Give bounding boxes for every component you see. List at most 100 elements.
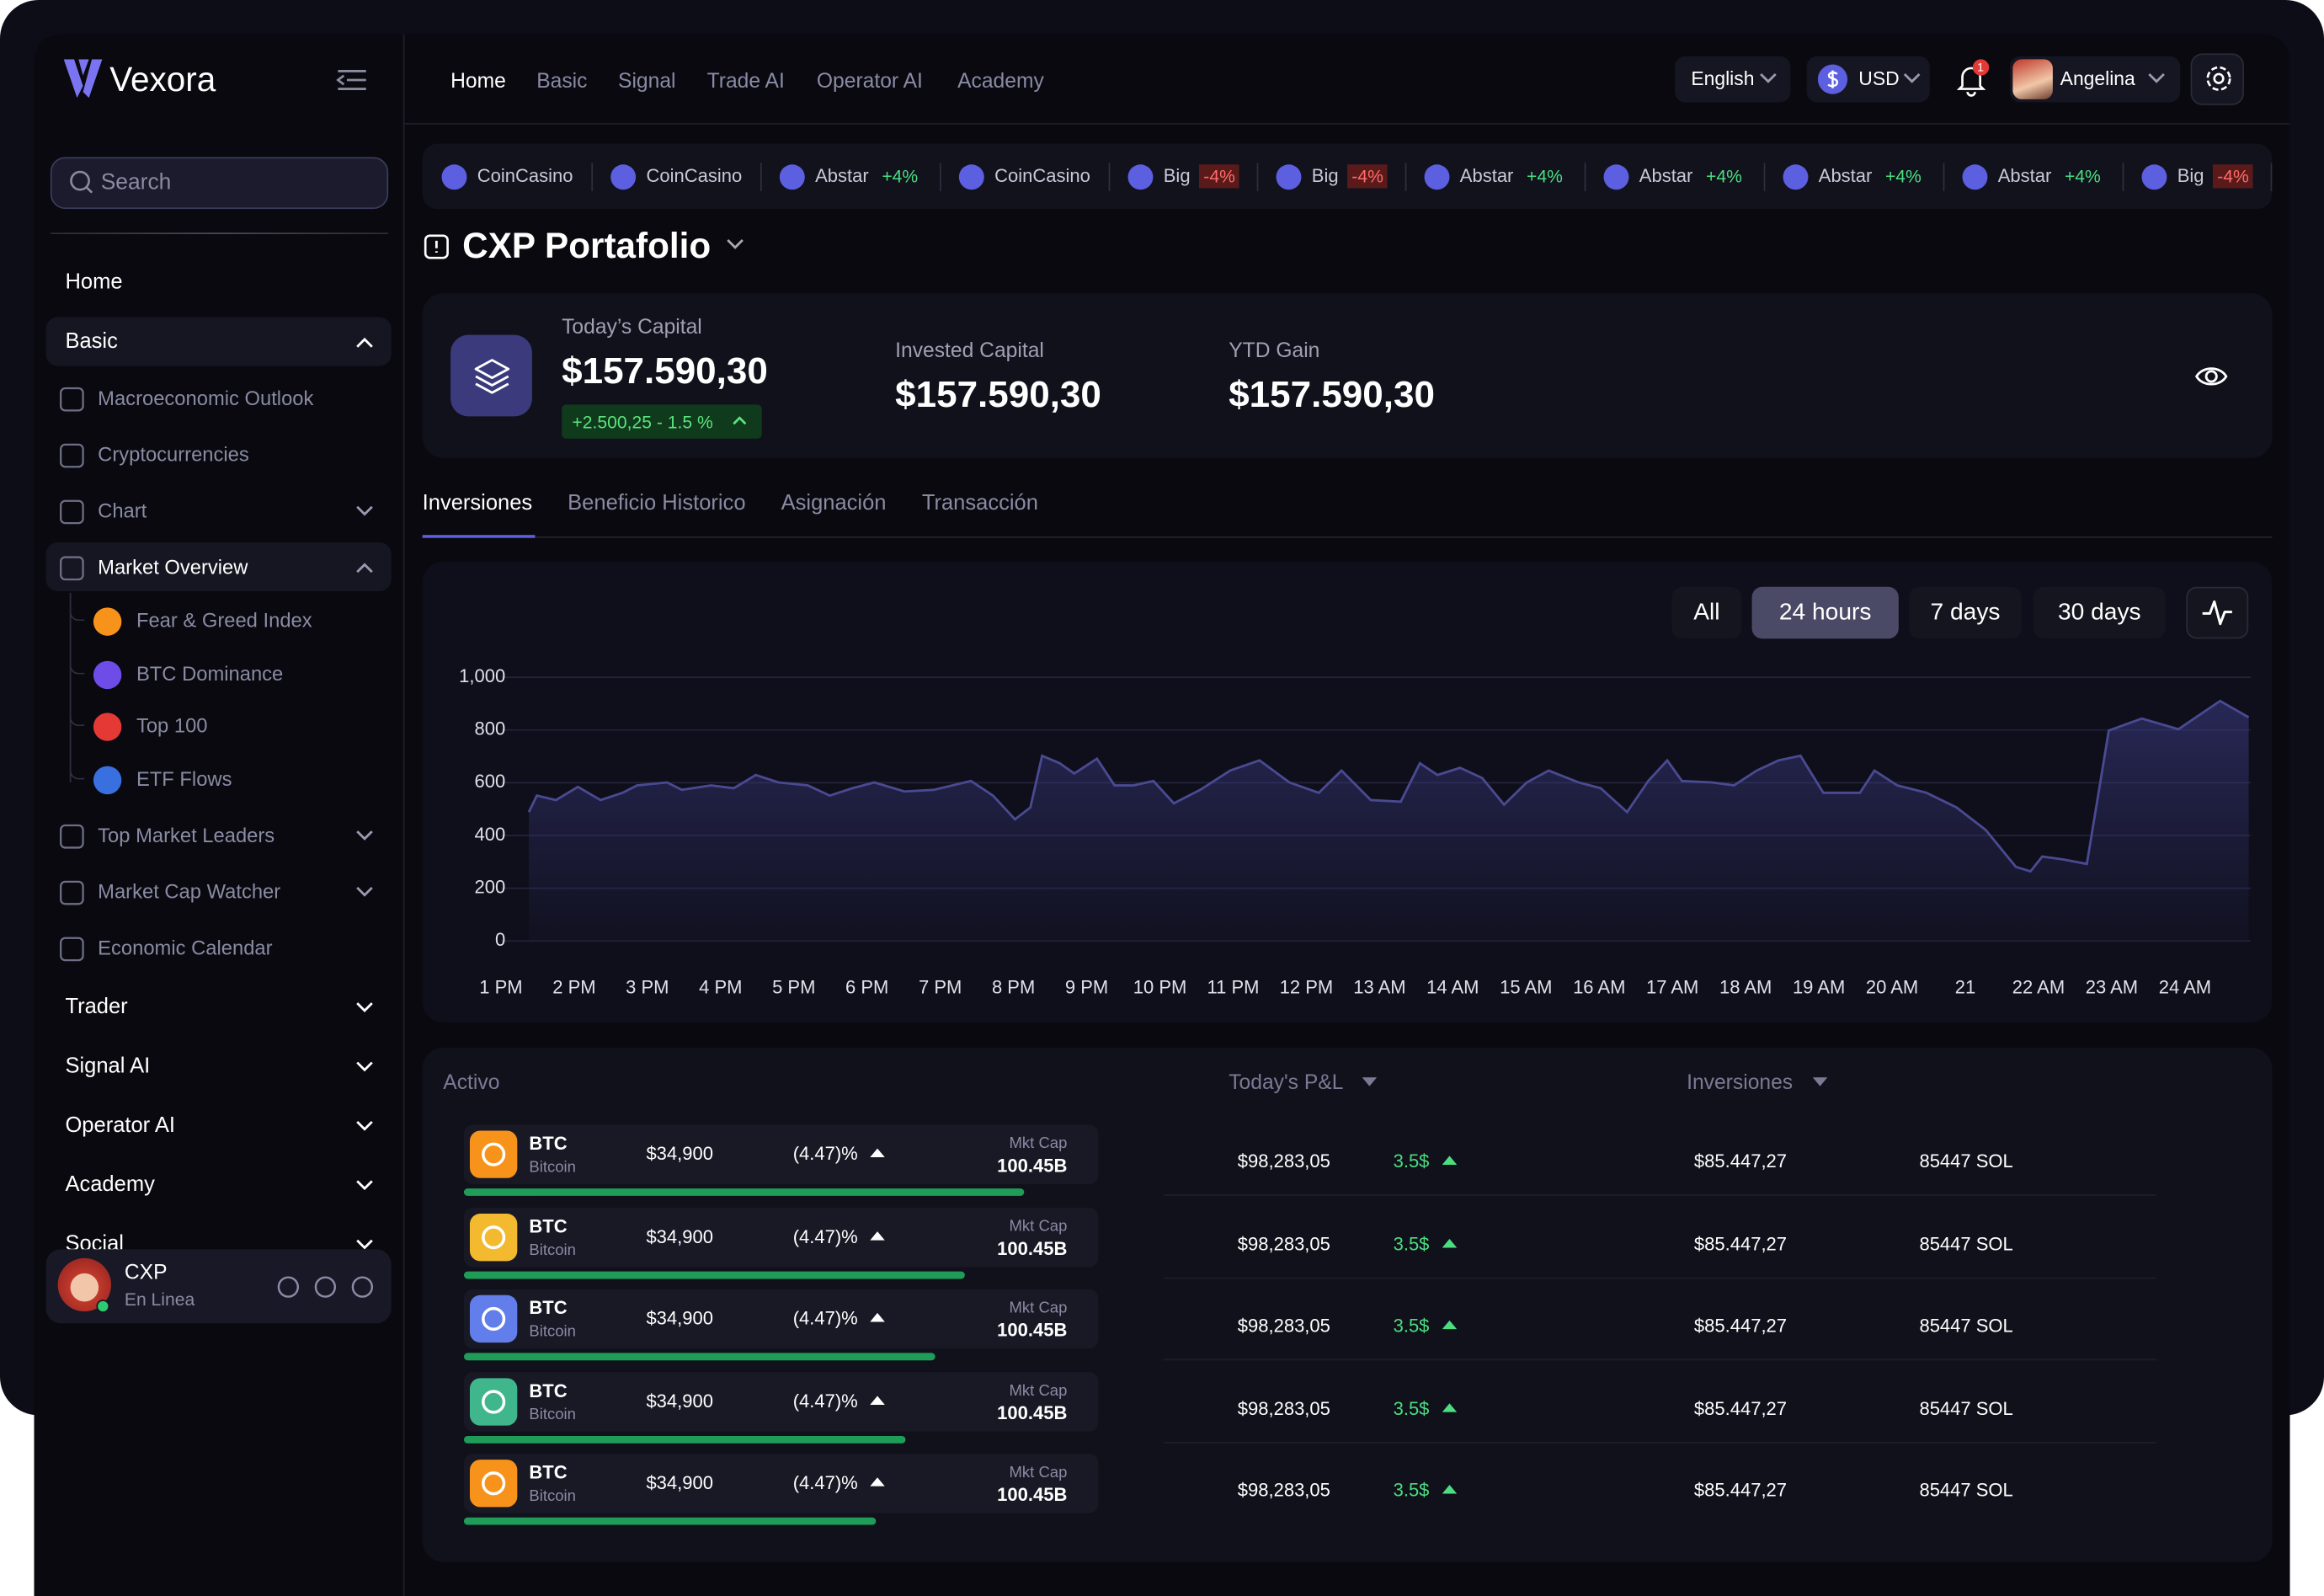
pnl-pct: 3.5$ <box>1394 1317 1430 1336</box>
sidebar-item[interactable]: Cryptocurrencies <box>98 445 249 465</box>
y-tick-label: 800 <box>475 718 506 739</box>
asset-icon-mark <box>482 1225 505 1248</box>
asset-icon-mark <box>482 1143 505 1166</box>
asset-symbol: BTC <box>529 1134 567 1153</box>
asset-symbol: BTC <box>529 1300 567 1318</box>
column-header[interactable]: Inversiones <box>1687 1071 1793 1092</box>
sidebar-item[interactable]: Economic Calendar <box>98 938 272 958</box>
investment: $85.447,27 <box>1694 1481 1787 1500</box>
nav-link[interactable]: Home <box>450 70 506 91</box>
nav-link[interactable]: Academy <box>957 70 1044 91</box>
sidebar-item[interactable]: Fear & Greed Index <box>136 611 312 631</box>
asset-price: $34,900 <box>646 1310 713 1328</box>
chevron[interactable] <box>355 505 373 517</box>
x-tick-label: 16 AM <box>1573 976 1625 997</box>
pnl: $98,283,05 <box>1238 1317 1330 1336</box>
sidebar-item[interactable]: Home <box>65 272 122 294</box>
user-action[interactable] <box>275 1274 301 1300</box>
up-arrow <box>870 1396 885 1405</box>
tab[interactable]: Asignación <box>781 493 887 515</box>
sidebar-icon <box>59 443 84 468</box>
mkt-cap-label: Mkt Cap <box>919 1300 1067 1316</box>
tab[interactable]: Inversiones <box>423 493 533 515</box>
chevron[interactable] <box>1903 72 1921 84</box>
sidebar-item[interactable]: Signal AI <box>65 1056 150 1078</box>
sidebar-icon <box>59 556 84 581</box>
row-divider <box>1164 1277 2156 1278</box>
nav-link[interactable]: Operator AI <box>817 70 923 91</box>
chevron[interactable] <box>355 1061 373 1073</box>
user-action[interactable] <box>312 1274 338 1300</box>
asset-price: $34,900 <box>646 1227 713 1246</box>
y-tick-label: 200 <box>475 876 506 897</box>
y-tick-label: 400 <box>475 824 506 845</box>
column-header[interactable]: Today's P&L <box>1229 1071 1343 1092</box>
chevron[interactable] <box>355 336 373 348</box>
up-arrow <box>1442 1238 1458 1247</box>
coin-icon <box>93 766 121 794</box>
up-arrow <box>1442 1402 1458 1412</box>
chevron[interactable] <box>355 562 373 574</box>
x-tick-label: 24 AM <box>2159 976 2211 997</box>
investment: $85.447,27 <box>1694 1317 1787 1336</box>
y-tick-label: 600 <box>475 771 506 792</box>
sidebar-item[interactable]: ETF Flows <box>136 770 232 790</box>
settings-icon <box>2204 64 2233 93</box>
holdings: 85447 SOL <box>1919 1152 2012 1171</box>
x-tick-label: 11 PM <box>1207 976 1260 997</box>
tab[interactable]: Beneficio Historico <box>568 493 745 515</box>
pnl: $98,283,05 <box>1238 1235 1330 1253</box>
sidebar-item[interactable]: Basic <box>65 332 117 354</box>
chevron[interactable] <box>1759 72 1777 84</box>
asset-name: Bitcoin <box>529 1407 575 1422</box>
chevron[interactable] <box>355 1001 373 1013</box>
coin-icon <box>93 607 121 635</box>
up-arrow <box>870 1313 885 1322</box>
asset-price: $34,900 <box>646 1392 713 1411</box>
holdings: 85447 SOL <box>1919 1235 2012 1253</box>
sidebar-item[interactable]: Top 100 <box>136 716 208 736</box>
chevron[interactable] <box>355 1120 373 1132</box>
holdings: 85447 SOL <box>1919 1481 2012 1500</box>
sidebar-item[interactable]: BTC Dominance <box>136 665 283 685</box>
pnl: $98,283,05 <box>1238 1481 1330 1500</box>
user-action[interactable] <box>349 1274 375 1300</box>
row-divider <box>1164 1358 2156 1360</box>
nav-link[interactable]: Basic <box>536 70 587 91</box>
tab[interactable]: Transacción <box>922 493 1038 515</box>
notification-count: 1 <box>1977 62 1984 74</box>
mkt-cap: 100.45B <box>919 1486 1067 1504</box>
user-name: CXP <box>125 1261 168 1282</box>
sidebar-item[interactable]: Market Overview <box>98 558 248 578</box>
x-tick-label: 6 PM <box>845 976 888 997</box>
x-tick-label: 18 AM <box>1719 976 1772 997</box>
up-arrow <box>1442 1485 1458 1494</box>
nav-link[interactable]: Trade AI <box>707 70 785 91</box>
sidebar-item[interactable]: Academy <box>65 1175 154 1197</box>
sidebar-item[interactable]: Chart <box>98 501 147 521</box>
chevron[interactable] <box>2148 72 2166 84</box>
user-name: Angelina <box>2060 69 2135 88</box>
sidebar-item[interactable]: Top Market Leaders <box>98 825 275 846</box>
x-tick-label: 22 AM <box>2012 976 2065 997</box>
tab-underline <box>423 535 536 538</box>
x-tick-label: 13 AM <box>1353 976 1405 997</box>
chevron[interactable] <box>355 886 373 898</box>
asset-price: $34,900 <box>646 1145 713 1164</box>
sidebar-item[interactable]: Trader <box>65 997 127 1019</box>
sidebar-item[interactable]: Operator AI <box>65 1115 175 1137</box>
mkt-cap-label: Mkt Cap <box>919 1219 1067 1234</box>
mkt-cap: 100.45B <box>919 1404 1067 1423</box>
sidebar-item[interactable]: Macroeconomic Outlook <box>98 388 313 408</box>
sort-caret <box>1362 1077 1378 1086</box>
sidebar-item[interactable]: Market Cap Watcher <box>98 882 280 902</box>
chevron[interactable] <box>355 1180 373 1192</box>
nav-link[interactable]: Signal <box>618 70 676 91</box>
chevron[interactable] <box>355 830 373 841</box>
up-arrow <box>870 1230 885 1240</box>
area-fill <box>529 701 2249 941</box>
online-dot <box>96 1300 109 1313</box>
progress-bar <box>464 1188 1024 1196</box>
mkt-cap-label: Mkt Cap <box>919 1136 1067 1151</box>
